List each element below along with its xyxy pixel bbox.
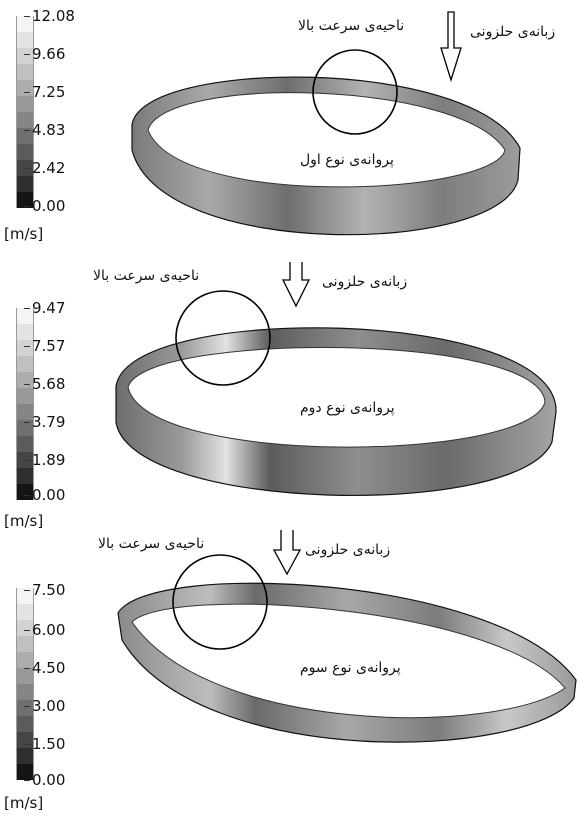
colorbar-segment xyxy=(16,176,34,192)
colorbar-segment xyxy=(16,404,34,420)
colorbar-tick: 5.68 xyxy=(23,375,66,393)
impeller-type-label: پروانه‌ی نوع سوم xyxy=(300,660,401,676)
colorbar-segment xyxy=(16,96,34,112)
impeller-ring xyxy=(117,530,577,743)
high-speed-region-label: ناحیه‌ی سرعت بالا xyxy=(93,268,200,284)
colorbar-tick: 1.50 xyxy=(23,735,66,753)
colorbar-tick: 2.42 xyxy=(23,159,66,177)
high-speed-circle xyxy=(175,290,271,386)
impeller-type-label: پروانه‌ی نوع دوم xyxy=(300,400,395,416)
colorbar-segment xyxy=(16,32,34,48)
high-speed-region-label: ناحیه‌ی سرعت بالا xyxy=(298,18,405,34)
colorbar-segment xyxy=(16,588,34,604)
colorbar-tick: 4.50 xyxy=(23,659,66,677)
colorbar-segment xyxy=(16,16,34,32)
colorbar xyxy=(16,588,34,780)
colorbar-segment xyxy=(16,112,34,128)
high-speed-circle xyxy=(172,554,268,650)
colorbar-segment xyxy=(16,636,34,652)
colorbar-segment xyxy=(16,388,34,404)
colorbar-segment xyxy=(16,700,34,716)
colorbar-segment xyxy=(16,748,34,764)
down-arrow-icon xyxy=(281,262,311,308)
colorbar-segment xyxy=(16,668,34,684)
colorbar-segment xyxy=(16,308,34,324)
colorbar xyxy=(16,16,34,208)
colorbar-segment xyxy=(16,356,34,372)
colorbar-segment xyxy=(16,324,34,340)
colorbar-segment xyxy=(16,128,34,144)
colorbar-tick: 0.00 xyxy=(23,771,66,789)
ring-inner-opening xyxy=(147,92,506,188)
colorbar-tick: 7.25 xyxy=(23,83,66,101)
unit-label: [m/s] xyxy=(4,794,44,812)
unit-label: [m/s] xyxy=(4,225,44,243)
volute-tongue-label: زبانه‌ی حلزونی xyxy=(322,274,408,290)
contour-panel-first-impeller: 12.08 9.66 7.25 4.83 2.42 0.00 [m/s] ناح… xyxy=(0,0,579,262)
colorbar-segment xyxy=(16,340,34,356)
contour-panel-second-impeller: 9.47 7.57 5.68 3.79 1.89 0.00 [m/s] ناحی… xyxy=(0,262,579,530)
volute-tongue-label: زبانه‌ی حلزونی xyxy=(305,542,391,558)
high-speed-circle xyxy=(312,49,398,135)
colorbar-segment xyxy=(16,652,34,668)
high-speed-region-label: ناحیه‌ی سرعت بالا xyxy=(98,536,205,552)
colorbar-tick: 3.00 xyxy=(23,697,66,715)
colorbar-tick: 7.50 xyxy=(23,581,66,599)
contour-panel-third-impeller: 7.50 6.00 4.50 3.00 1.50 0.00 [m/s] ناحی… xyxy=(0,530,579,816)
unit-label: [m/s] xyxy=(4,512,44,530)
colorbar-tick: 7.57 xyxy=(23,337,66,355)
ring-inner-opening xyxy=(127,346,546,448)
colorbar-segment xyxy=(16,484,34,500)
impeller-ring xyxy=(115,262,557,497)
colorbar-segment xyxy=(16,48,34,64)
volute-tongue-label: زبانه‌ی حلزونی xyxy=(470,24,556,40)
colorbar-tick: 0.00 xyxy=(23,197,66,215)
colorbar-tick: 0.00 xyxy=(23,486,66,504)
colorbar-tick: 3.79 xyxy=(23,413,66,431)
colorbar-segment xyxy=(16,144,34,160)
impeller-ring xyxy=(131,11,521,236)
colorbar-tick: 6.00 xyxy=(23,621,66,639)
colorbar-segment xyxy=(16,716,34,732)
colorbar-segment xyxy=(16,468,34,484)
colorbar-segment xyxy=(16,684,34,700)
down-arrow-icon xyxy=(440,11,462,83)
ring-inner-opening xyxy=(131,603,566,719)
colorbar-tick: 4.83 xyxy=(23,121,66,139)
colorbar-tick: 1.89 xyxy=(23,451,66,469)
colorbar-segment xyxy=(16,436,34,452)
colorbar-segment xyxy=(16,420,34,436)
colorbar-tick: 12.08 xyxy=(24,7,75,25)
impeller-type-label: پروانه‌ی نوع اول xyxy=(300,152,394,168)
colorbar-segment xyxy=(16,620,34,636)
colorbar-segment xyxy=(16,192,34,208)
colorbar-segment xyxy=(16,764,34,780)
down-arrow-icon xyxy=(272,530,302,576)
colorbar-segment xyxy=(16,604,34,620)
colorbar-tick: 9.66 xyxy=(23,45,66,63)
colorbar-tick: 9.47 xyxy=(23,299,66,317)
colorbar-segment xyxy=(16,64,34,80)
